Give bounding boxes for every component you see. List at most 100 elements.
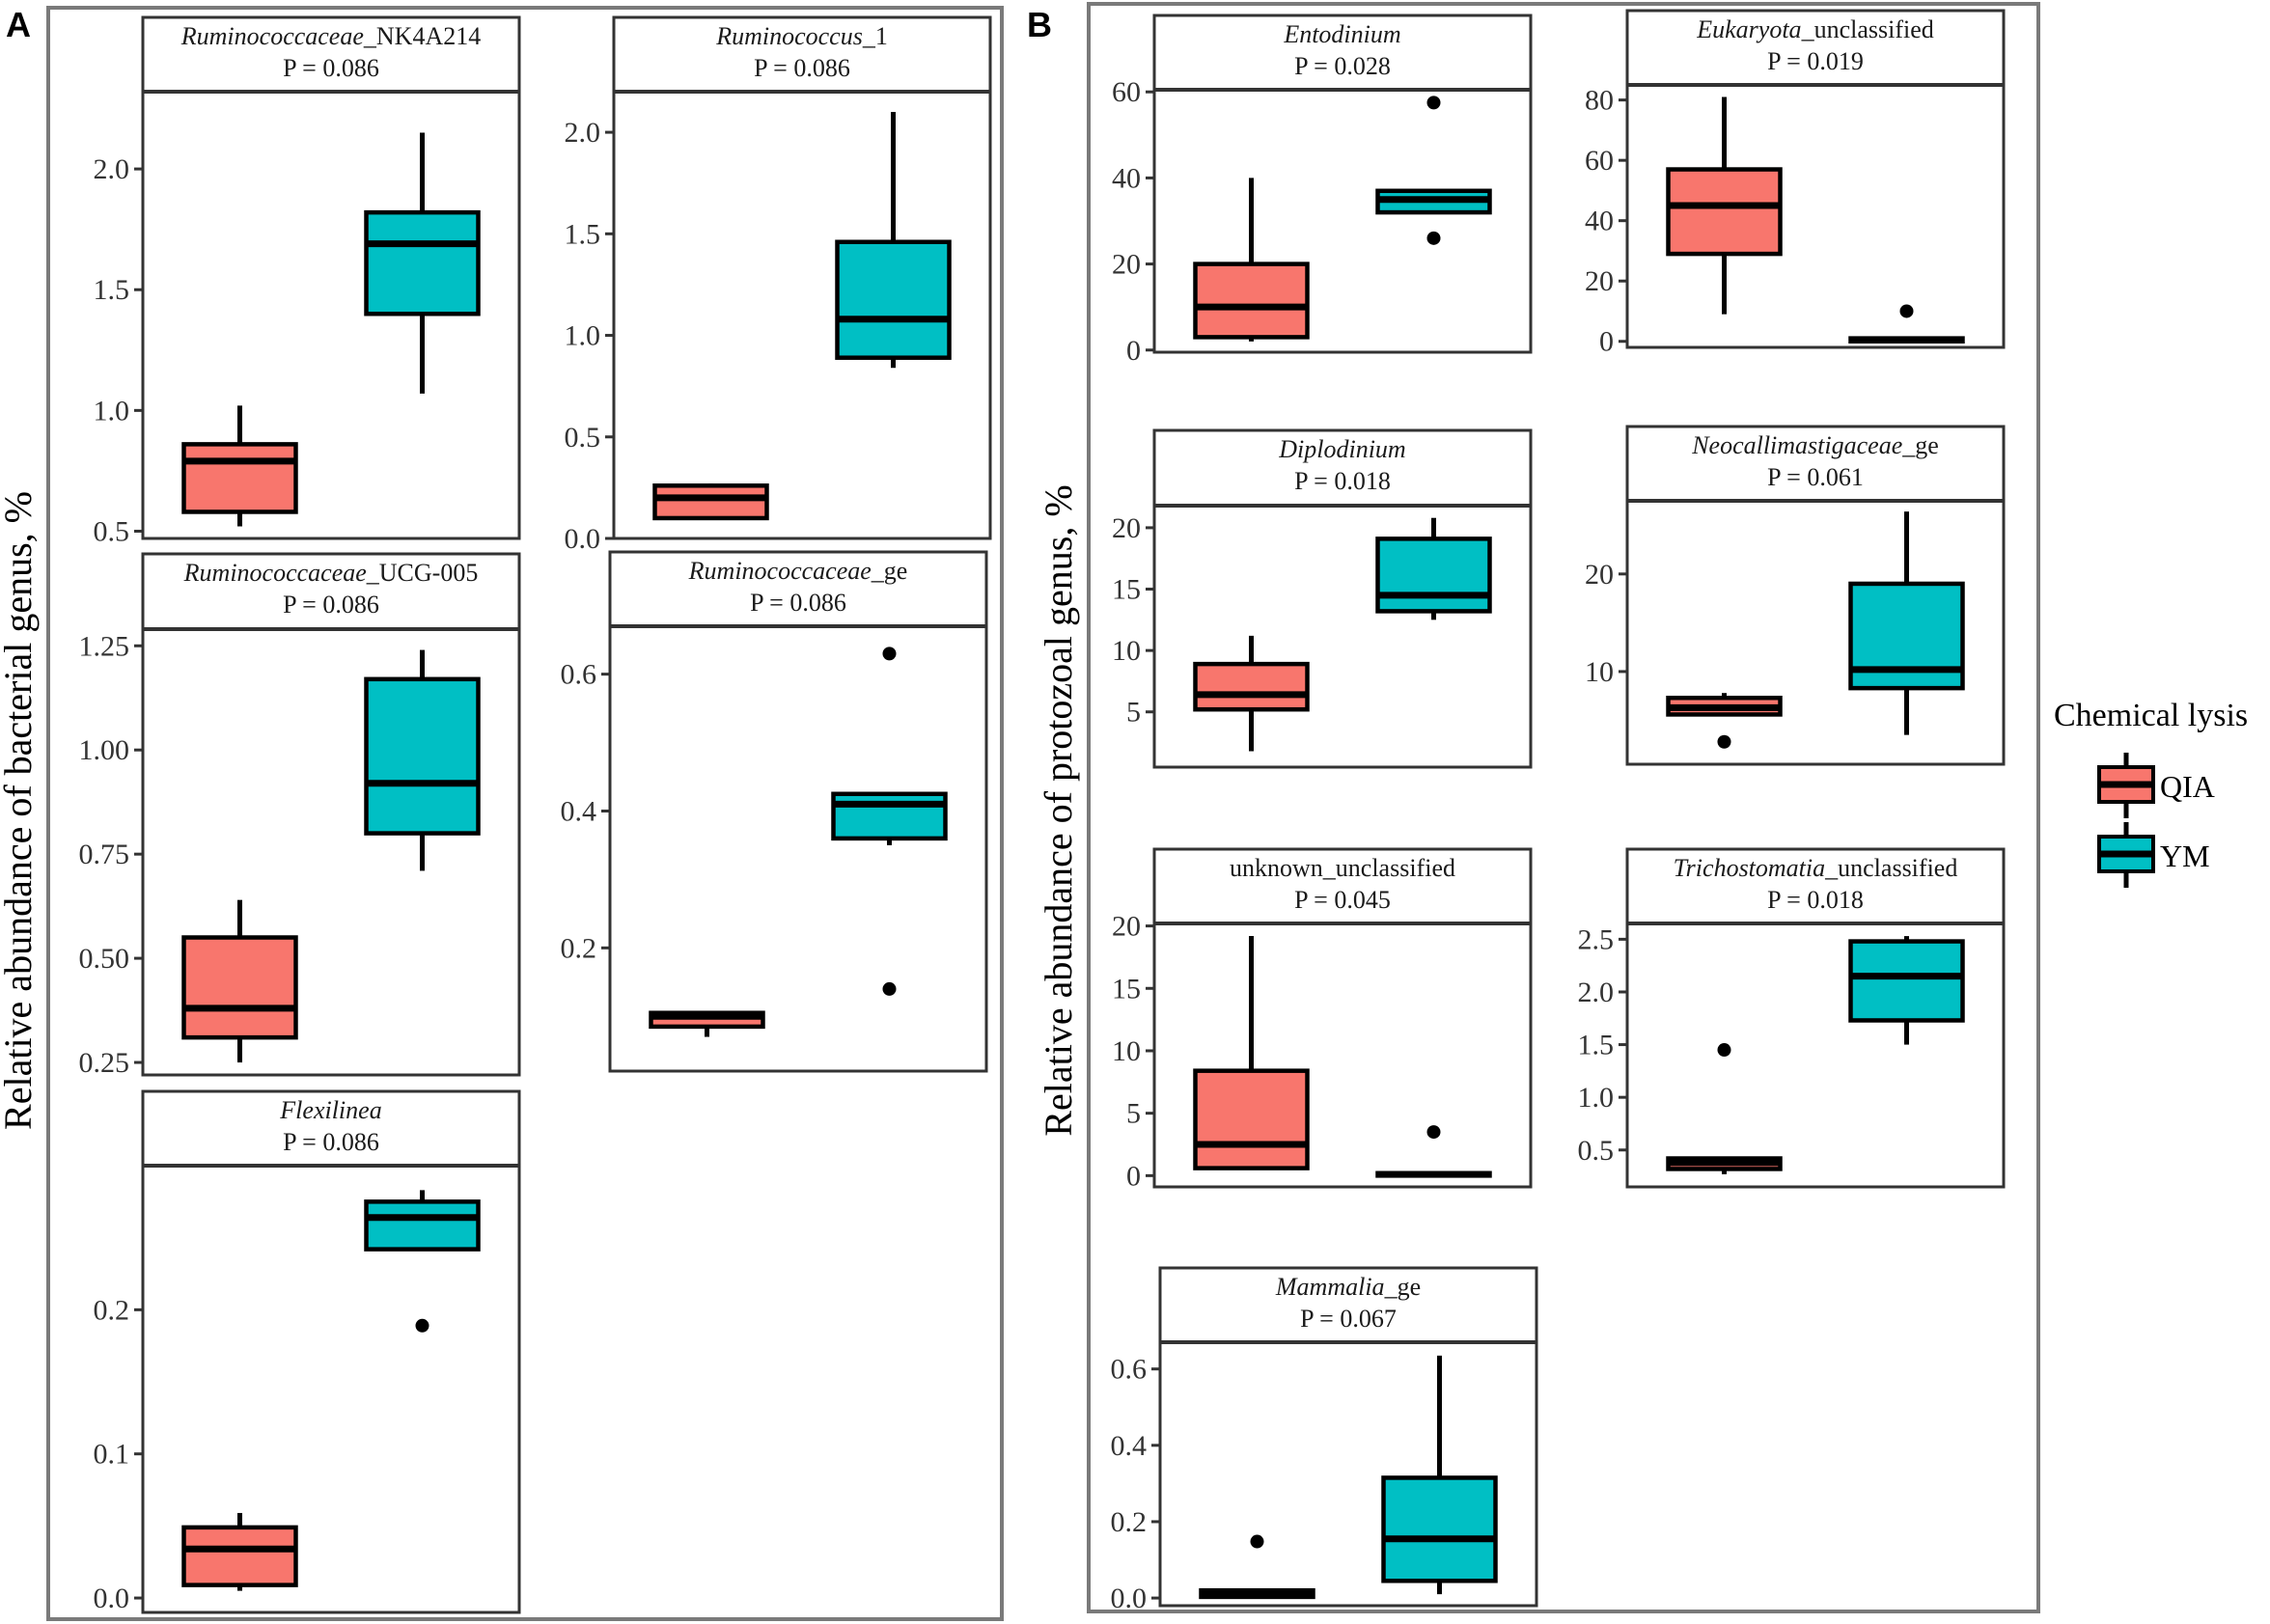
panel-a-tag: A [6,5,31,44]
y-tick-label: 20 [1585,559,1614,591]
y-axis-label-protozoal: Relative abundance of protozoal genus, % [1037,484,1080,1136]
facet-2: Ruminococcaceae_UCG-005 P = 0.086 0.25 0.50… [79,552,521,1079]
box-ym-outlier [882,981,897,996]
facet-3: Ruminococcaceae_ge P = 0.086 0.2 0.4 0.6 [561,550,988,1073]
box-qia [181,442,298,514]
facet-9: unknown_unclassified P = 0.045 0 5 10 15 20 [1112,847,1533,1192]
facet-title: Ruminococcus_1 [715,22,888,50]
facet-title-genus: Diplodinium [1278,435,1405,463]
y-tick-label: 0 [1599,326,1614,358]
facet-title-genus: Mammalia [1275,1273,1385,1301]
facet-1: Ruminococcus_1 P = 0.086 0.0 0.5 1.0 1.5 2.0 [565,15,992,555]
y-tick-label: 0.25 [79,1047,130,1079]
facet-strip [1158,1266,1538,1344]
y-axis-label-bacterial: Relative abundance of bacterial genus, % [0,491,40,1130]
y-tick-label: 0.75 [79,839,130,870]
facet-strip [1625,847,2006,925]
y-tick-label: 60 [1112,76,1141,108]
facet-title-suffix: _UCG-005 [366,559,479,587]
y-tick-label: 0.0 [565,523,601,555]
facet-title-suffix: _ge [1901,431,1939,459]
y-tick-label: 0.2 [94,1294,130,1326]
y-tick-label: 10 [1585,656,1614,688]
y-tick-label: 0.5 [565,422,601,454]
y-tick-label: 60 [1585,145,1614,177]
facet-title-genus: Eukaryota [1696,15,1801,43]
facet-pvalue: P = 0.067 [1300,1305,1397,1333]
facet-title: Neocallimastigaceae_ge [1691,431,1939,459]
facet-title: Entodinium [1283,20,1400,48]
facet-4: Flexilinea P = 0.086 0.0 0.1 0.2 [94,1089,521,1614]
box-qia-outlier [1250,1534,1264,1549]
facet-strip [608,550,988,628]
box-qia [1193,261,1310,340]
panel-a-frame [46,6,1004,1621]
facet-title-genus: Ruminococcaceae [180,22,364,50]
y-tick-label: 1.5 [1578,1030,1615,1061]
box-ym [364,1199,481,1252]
box-qia [652,483,769,521]
facet-title-genus: Neocallimastigaceae [1691,431,1902,459]
y-tick-label: 1.0 [94,395,130,427]
facet-pvalue: P = 0.086 [754,54,850,82]
facet-strip [1152,428,1533,508]
y-tick-label: 2.0 [94,153,130,185]
y-tick-label: 20 [1112,911,1141,943]
box-qia [1666,167,1783,257]
legend-key-qia [2097,753,2155,818]
facet-container: Ruminococcaceae_NK4A214 P = 0.086 0.5 1.0 1.… [79,9,2006,1614]
panel-b-tag: B [1027,5,1052,44]
y-tick-label: 0 [1126,335,1141,367]
facet-title-suffix: unknown_unclassified [1230,854,1455,882]
facet-title: Eukaryota_unclassified [1696,15,1934,43]
y-tick-label: 1.5 [565,218,601,250]
y-tick-label: 1.00 [79,734,130,766]
legend-key-ym [2097,822,2155,888]
box-ym [364,676,481,836]
facet-title-suffix: _unclassified [1824,854,1957,882]
facet-title: Mammalia_ge [1275,1273,1421,1301]
y-tick-label: 40 [1585,206,1614,237]
y-tick-label: 0.50 [79,943,130,975]
box-ym-outlier [1426,96,1441,110]
y-tick-label: 1.0 [1578,1082,1615,1114]
box-ym [1381,1475,1498,1583]
y-tick-label: 0.6 [561,659,597,691]
y-tick-label: 0.5 [94,515,130,547]
facet-title: Trichostomatia_unclassified [1674,854,1958,882]
facet-5: Entodinium P = 0.028 0 20 40 60 [1112,14,1533,367]
facet-title-suffix: _unclassified [1801,15,1934,43]
facet-title-suffix: _NK4A214 [363,22,481,50]
facet-title-suffix: _ge [1384,1273,1422,1301]
y-tick-label: 20 [1112,512,1141,544]
box-ym-outlier [1426,1125,1441,1140]
box-qia-outlier [1717,734,1731,749]
y-tick-label: 10 [1112,1035,1141,1067]
y-tick-label: 0.1 [94,1439,130,1471]
box-ym-outlier [882,647,897,661]
facet-pvalue: P = 0.086 [283,1128,379,1156]
y-tick-label: 20 [1112,249,1141,281]
facet-pvalue: P = 0.086 [750,589,846,617]
facet-title-genus: Trichostomatia [1674,854,1825,882]
facet-title-suffix: _ge [871,557,908,585]
facet-pvalue: P = 0.018 [1294,467,1391,495]
box-ym-outlier [1426,231,1441,245]
facet-pvalue: P = 0.061 [1767,463,1864,491]
facet-strip [141,1089,521,1168]
y-tick-label: 5 [1126,1098,1141,1130]
y-tick-label: 0.0 [1111,1583,1148,1614]
y-tick-label: 80 [1585,85,1614,117]
facet-strip [1625,425,2006,503]
y-tick-label: 15 [1112,574,1141,606]
y-tick-label: 0 [1126,1160,1141,1192]
facet-6: Eukaryota_unclassified P = 0.019 0 20 40 60 80 [1585,9,2006,358]
facet-pvalue: P = 0.045 [1294,886,1391,914]
y-tick-label: 15 [1112,973,1141,1005]
y-tick-label: 5 [1126,697,1141,729]
box-ym-outlier [415,1318,429,1333]
facet-title: unknown_unclassified [1230,854,1455,882]
y-tick-label: 0.4 [561,795,597,827]
facet-pvalue: P = 0.086 [283,54,379,82]
